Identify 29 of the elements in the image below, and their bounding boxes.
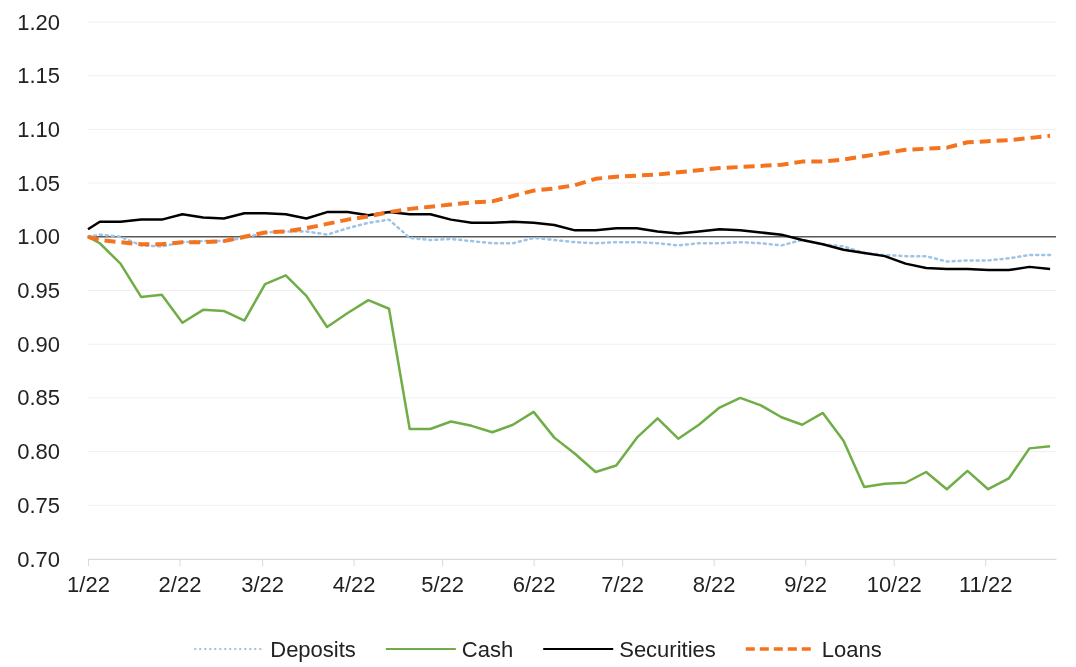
x-tick-label: 4/22 xyxy=(332,571,376,597)
x-tick-label: 11/22 xyxy=(958,571,1013,597)
y-tick-label: 1.10 xyxy=(17,116,60,142)
legend-label: Loans xyxy=(821,637,882,662)
line-series xyxy=(86,133,1053,247)
y-tick-label: 0.95 xyxy=(17,278,60,304)
x-tick-label: 6/22 xyxy=(512,571,556,597)
y-tick-label: 1.20 xyxy=(17,9,60,35)
legend-label: Securities xyxy=(619,637,716,662)
legend-label: Cash xyxy=(461,637,514,662)
y-tick-label: 1.05 xyxy=(17,170,60,196)
y-tick-label: 1.00 xyxy=(17,224,60,250)
y-tick-label: 0.85 xyxy=(17,385,60,411)
legend-label: Deposits xyxy=(270,637,356,662)
x-tick-label: 7/22 xyxy=(601,571,645,597)
x-tick-label: 9/22 xyxy=(784,571,828,597)
x-tick-label: 8/22 xyxy=(692,571,736,597)
x-tick-label: 1/22 xyxy=(67,571,110,597)
y-tick-label: 0.70 xyxy=(17,546,60,572)
y-tick-label: 0.90 xyxy=(17,331,60,357)
x-tick-label: 2/22 xyxy=(158,571,202,597)
x-tick-label: 10/22 xyxy=(866,571,922,597)
x-tick-label: 3/22 xyxy=(241,571,285,597)
line-series xyxy=(86,210,1052,272)
y-tick-label: 1.15 xyxy=(17,63,60,89)
x-tick-label: 5/22 xyxy=(421,571,465,597)
y-tick-label: 0.80 xyxy=(17,439,60,465)
line-series xyxy=(86,218,1052,263)
y-tick-label: 0.75 xyxy=(17,492,60,518)
